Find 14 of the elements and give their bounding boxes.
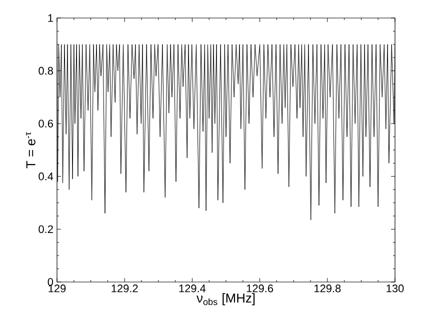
y-tick-label: 0.4 [38,172,54,180]
x-axis-title: ν$_{obs}$ [MHz] [196,293,255,306]
x-tick-label: 129.8 [314,284,341,292]
x-tick-label: 129.2 [112,284,138,292]
y-tick-label: 0.6 [38,120,53,128]
y-tick-label: 0 [48,278,54,286]
x-tick-label: 129 [48,284,66,292]
x-tick-label: 130 [386,284,404,292]
x-tick-label: 129.6 [246,284,274,292]
x-tick-label: 129.4 [179,284,206,292]
y-axis-title: T = e$^{-τ}$ [26,132,36,168]
y-tick-label: 0.8 [38,66,53,75]
y-tick-label: 0.2 [38,225,53,234]
y-tick-label: 1 [48,14,53,22]
